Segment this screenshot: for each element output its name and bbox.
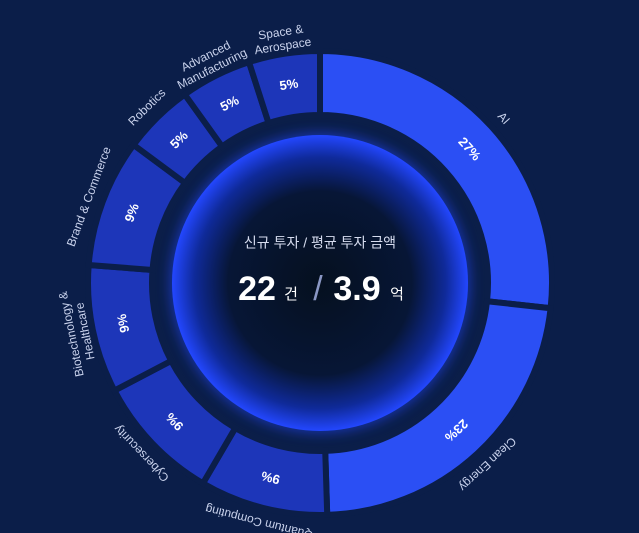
segment [245,47,323,127]
center-separator: / [313,270,323,308]
center-count-unit: 건 [284,286,298,303]
center-caption: 신규 투자 / 평균 투자 금액 [244,235,396,251]
core [172,135,468,431]
center-count: 22 [238,270,276,308]
value-label: 9% [259,468,281,487]
value-label: 5% [278,75,299,93]
value-label: 9% [114,312,133,334]
value-label: 9% [121,201,142,224]
center-amount: 3.9 [333,270,380,308]
center-amount-unit: 억 [390,286,404,303]
